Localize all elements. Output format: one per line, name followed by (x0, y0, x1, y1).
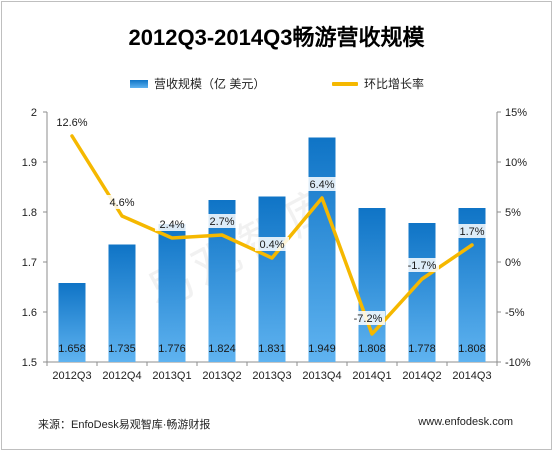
growth-rate-point (220, 233, 224, 237)
revenue-value-label: 1.658 (58, 343, 86, 355)
source-note: 来源：EnfoDesk易观智库·畅游财报 (38, 419, 211, 431)
legend-item-growth: 环比增长率 (332, 75, 424, 92)
revenue-bar (308, 137, 336, 362)
growth-rate-label: 1.7% (459, 226, 484, 238)
growth-rate-label: 4.6% (109, 197, 134, 209)
growth-rate-label: 0.4% (259, 239, 284, 251)
growth-label-bg (255, 237, 289, 251)
legend-line-swatch (332, 81, 358, 86)
growth-label-bg (305, 177, 339, 191)
growth-rate-point (320, 196, 324, 200)
legend-item-revenue: 营收规模（亿 美元） (130, 75, 265, 92)
revenue-value-label: 1.808 (358, 343, 386, 355)
revenue-bar (158, 224, 186, 362)
growth-rate-point (270, 256, 274, 260)
growth-label-bg (155, 217, 189, 231)
legend-label-revenue: 营收规模（亿 美元） (154, 77, 266, 91)
right-tick-label: -5% (505, 307, 525, 319)
x-tick-label: 2014Q3 (452, 370, 491, 382)
right-tick-label: 15% (505, 107, 527, 119)
left-tick-label: 1.7 (22, 257, 37, 269)
growth-label-bg (55, 115, 89, 129)
growth-label-bg (105, 195, 139, 209)
legend-label-growth: 环比增长率 (364, 77, 425, 91)
growth-rate-label: 2.4% (159, 219, 184, 231)
x-tick-label: 2014Q1 (352, 370, 391, 382)
revenue-bar (58, 283, 86, 362)
data-labels: 1.658 1.735 1.776 1.824 1.831 1.949 1.808 1.778… (55, 115, 489, 355)
axes: 1.5 1.6 1.7 1.8 1.9 2 -10% -5% 0% 5% 10% 15% 2012Q3 2… (22, 107, 531, 382)
x-tick-label: 2013Q4 (302, 370, 341, 382)
revenue-value-label: 1.778 (408, 343, 436, 355)
growth-rate-label: 6.4% (309, 179, 334, 191)
revenue-bar (258, 196, 286, 362)
left-tick-label: 1.8 (22, 207, 37, 219)
growth-rate-point (470, 243, 474, 247)
x-tick-label: 2014Q2 (402, 370, 441, 382)
x-tick-label: 2013Q2 (202, 370, 241, 382)
growth-rate-point (370, 332, 374, 336)
growth-rate-label: 2.7% (209, 216, 234, 228)
growth-label-bg (455, 224, 489, 238)
revenue-value-label: 1.808 (458, 343, 486, 355)
x-tick-label: 2012Q4 (102, 370, 141, 382)
right-tick-label: 0% (505, 257, 521, 269)
x-tick-label: 2013Q3 (252, 370, 291, 382)
revenue-value-label: 1.949 (308, 343, 336, 355)
growth-label-bg (405, 258, 439, 272)
right-tick-label: 10% (505, 157, 527, 169)
growth-rate-point (420, 277, 424, 281)
growth-rate-label: 12.6% (56, 117, 87, 129)
right-tick-label: 5% (505, 207, 521, 219)
x-tick-label: 2013Q1 (152, 370, 191, 382)
growth-rate-point (170, 236, 174, 240)
revenue-bar (108, 244, 136, 362)
growth-rate-point (120, 214, 124, 218)
left-tick-label: 1.9 (22, 157, 37, 169)
growth-rate-label: -1.7% (408, 260, 437, 272)
growth-rate-label: -7.2% (354, 313, 383, 325)
website-link: www.enfodesk.com (418, 416, 513, 428)
right-tick-label: -10% (505, 357, 531, 369)
chart-title: 2012Q3-2014Q3畅游营收规模 (128, 25, 425, 50)
revenue-value-label: 1.776 (158, 343, 186, 355)
line-series (70, 134, 474, 336)
growth-label-bg (351, 311, 385, 325)
left-tick-label: 1.6 (22, 307, 37, 319)
left-tick-label: 1.5 (22, 357, 37, 369)
legend-bar-swatch (130, 79, 148, 88)
revenue-bar (408, 223, 436, 362)
growth-rate-point (70, 134, 74, 138)
left-tick-label: 2 (31, 107, 37, 119)
growth-label-bg (205, 214, 239, 228)
revenue-value-label: 1.824 (208, 343, 236, 355)
revenue-value-label: 1.735 (108, 343, 136, 355)
revenue-bar (358, 208, 386, 362)
revenue-value-label: 1.831 (258, 343, 286, 355)
x-tick-label: 2012Q3 (52, 370, 91, 382)
